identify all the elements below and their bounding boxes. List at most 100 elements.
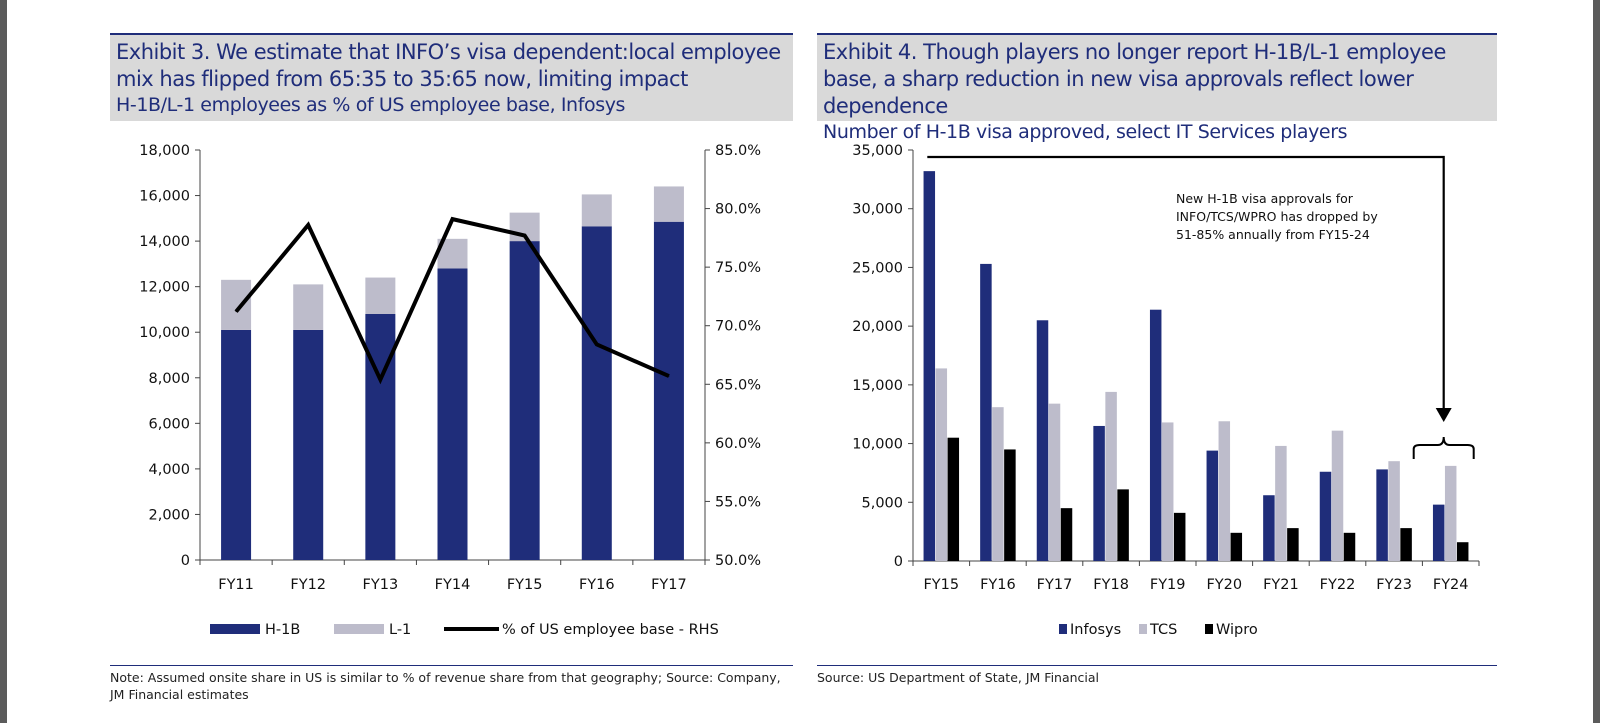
y2-tick-label: 50.0% [715, 553, 761, 569]
legend-label: % of US employee base - RHS [502, 622, 719, 638]
y2-tick-label: 75.0% [715, 260, 761, 276]
y-tick-label: 10,000 [139, 325, 190, 341]
bar-infosys-fy17 [1036, 320, 1049, 561]
y-tick-label: 15,000 [852, 378, 903, 394]
line-point [307, 224, 309, 226]
bar-tcs-fy18 [1105, 391, 1117, 561]
y-tick-label: 10,000 [852, 437, 903, 453]
bar-tcs-fy15 [935, 368, 948, 561]
bar-l-1-fy12 [293, 284, 324, 330]
x-tick-label: FY17 [651, 577, 687, 593]
bar-wipro-fy21 [1287, 528, 1299, 561]
report-page: Exhibit 3. We estimate that INFO’s visa … [7, 0, 1593, 723]
exhibit-4-title-box: Exhibit 4. Though players no longer repo… [817, 33, 1497, 143]
bar-infosys-fy20 [1206, 450, 1219, 561]
x-tick-label: FY21 [1263, 577, 1299, 593]
y2-tick-label: 85.0% [715, 143, 761, 159]
x-tick-label: FY14 [435, 577, 471, 593]
y2-tick-label: 70.0% [715, 319, 761, 335]
legend-label: L-1 [389, 622, 411, 638]
bar-h-1b-fy12 [293, 329, 324, 560]
x-tick-label: FY13 [363, 577, 399, 593]
bar-infosys-fy21 [1263, 495, 1275, 561]
exhibit-4-note: Source: US Department of State, JM Finan… [817, 665, 1497, 686]
x-tick-label: FY24 [1433, 577, 1469, 593]
bar-tcs-fy20 [1218, 421, 1231, 561]
legend-swatch-tcs [1139, 624, 1147, 634]
bar-wipro-fy17 [1060, 508, 1073, 561]
bar-l-1-fy13 [365, 277, 396, 314]
y-tick-label: 2,000 [148, 507, 190, 523]
bar-infosys-fy18 [1093, 425, 1105, 561]
y-tick-label: 20,000 [852, 319, 903, 335]
annotation-text: New H-1B visa approvals for [1176, 191, 1354, 206]
y2-tick-label: 60.0% [715, 436, 761, 452]
y-tick-label: 5,000 [861, 495, 903, 511]
line-point [596, 343, 598, 345]
y-tick-label: 16,000 [139, 189, 190, 205]
legend-label: TCS [1149, 622, 1177, 638]
legend-swatch-infosys [1059, 624, 1067, 634]
bar-l-1-fy17 [653, 186, 684, 222]
x-tick-label: FY11 [218, 577, 254, 593]
bar-infosys-fy19 [1149, 309, 1162, 561]
bar-wipro-fy18 [1117, 489, 1129, 561]
legend-label: Infosys [1070, 622, 1121, 638]
annotation-text: 51-85% annually from FY15-24 [1176, 227, 1370, 242]
bar-wipro-fy23 [1400, 528, 1412, 561]
y-tick-label: 8,000 [148, 371, 190, 387]
line-point [452, 218, 453, 220]
bar-tcs-fy22 [1331, 430, 1344, 561]
bar-tcs-fy17 [1048, 403, 1061, 561]
bar-l-1-fy11 [221, 279, 252, 330]
bar-wipro-fy19 [1173, 512, 1186, 561]
line-point [235, 311, 237, 313]
exhibit-3-title: Exhibit 3. We estimate that INFO’s visa … [116, 40, 781, 91]
bar-wipro-fy20 [1230, 532, 1243, 561]
exhibit-3-subtitle: H-1B/L-1 employees as % of US employee b… [116, 94, 626, 116]
y2-tick-label: 80.0% [715, 202, 761, 218]
exhibit-3-chart: 18,000 16,000 14,000 12,000 10,000 8,000 6,000… [139, 143, 761, 638]
bar-infosys-fy15 [923, 171, 936, 561]
y-tick-label: 35,000 [852, 143, 903, 159]
line-point [379, 379, 381, 381]
bar-wipro-fy15 [947, 437, 960, 561]
y-tick-label: 14,000 [139, 234, 190, 250]
bar-infosys-fy24 [1432, 504, 1445, 561]
y2-tick-label: 55.0% [715, 494, 761, 510]
y-tick-label: 0 [181, 553, 190, 569]
bar-h-1b-fy11 [221, 329, 252, 560]
annotation-text: INFO/TCS/WPRO has dropped by [1176, 209, 1378, 224]
exhibit-3-title-box: Exhibit 3. We estimate that INFO’s visa … [110, 33, 793, 121]
annotation-bracket-line [927, 155, 1445, 408]
bar-h-1b-fy16 [581, 226, 612, 561]
exhibit-3-note: Note: Assumed onsite share in US is simi… [110, 665, 793, 703]
bar-wipro-fy22 [1343, 532, 1356, 561]
exhibit-4-subtitle: Number of H-1B visa approved, select IT … [823, 121, 1348, 143]
bar-tcs-fy21 [1275, 445, 1287, 561]
x-tick-label: FY22 [1320, 577, 1356, 593]
y-tick-label: 0 [894, 554, 903, 570]
bar-wipro-fy24 [1456, 542, 1469, 561]
bar-l-1-fy16 [581, 194, 612, 227]
y-tick-label: 25,000 [852, 260, 903, 276]
bar-h-1b-fy14 [437, 268, 468, 560]
y-tick-label: 30,000 [852, 202, 903, 218]
annotation-arrow-head [1435, 408, 1452, 422]
bar-tcs-fy24 [1444, 465, 1457, 561]
y-tick-label: 18,000 [139, 143, 190, 159]
line-point [668, 375, 670, 377]
legend-swatch-l-1 [334, 624, 384, 634]
y2-tick-label: 65.0% [715, 377, 761, 393]
x-tick-label: FY12 [290, 577, 326, 593]
bar-wipro-fy16 [1004, 449, 1016, 561]
bar-tcs-fy23 [1388, 461, 1400, 561]
x-tick-label: FY18 [1093, 577, 1129, 593]
x-tick-label: FY15 [923, 577, 959, 593]
x-tick-label: FY17 [1037, 577, 1073, 593]
bar-tcs-fy19 [1161, 422, 1174, 561]
legend-swatch-h-1b [210, 624, 260, 634]
bar-h-1b-fy13 [365, 314, 396, 560]
x-tick-label: FY23 [1376, 577, 1412, 593]
annotation-brace [1412, 436, 1475, 459]
